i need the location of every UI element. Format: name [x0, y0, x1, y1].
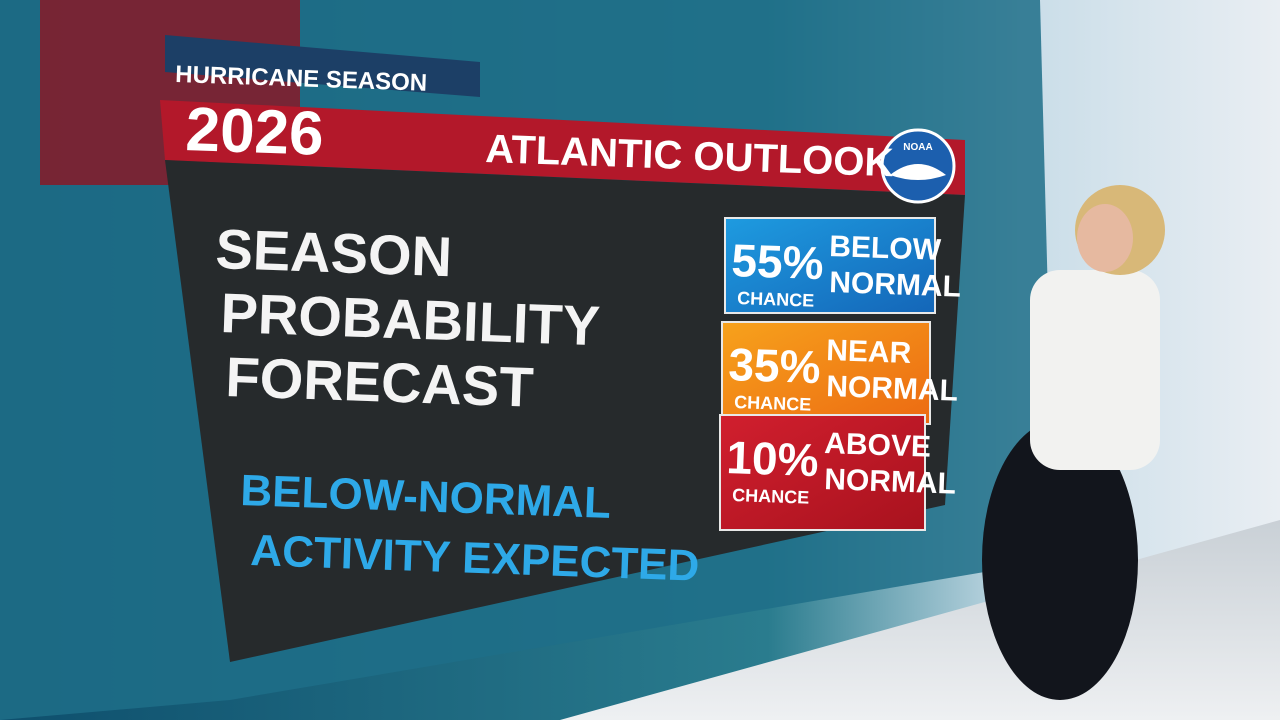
header-band — [160, 100, 965, 195]
noaa-gull — [890, 164, 946, 180]
chance: CHANCE — [734, 392, 812, 415]
percent: 35% — [728, 338, 822, 393]
probability-box — [721, 321, 931, 425]
probability-box — [724, 217, 936, 314]
probability-label: NORMAL — [829, 266, 962, 304]
probability-label: NEAR — [826, 334, 912, 370]
headline-line: FORECAST — [225, 345, 535, 419]
headline-line: SEASON — [215, 217, 454, 288]
chance: CHANCE — [732, 485, 810, 508]
presenter — [982, 185, 1165, 700]
probability-label: BELOW — [829, 230, 942, 267]
dress — [982, 420, 1138, 700]
probability-label: ABOVE — [824, 427, 932, 464]
probability-label: NORMAL — [824, 463, 957, 501]
face — [1077, 204, 1133, 272]
blazer — [1030, 270, 1160, 470]
chance: CHANCE — [737, 288, 815, 311]
percent: 10% — [726, 431, 820, 486]
kicker-box — [165, 35, 480, 97]
headline-line: PROBABILITY — [220, 281, 602, 357]
probability-box — [719, 414, 926, 531]
probability-label: NORMAL — [826, 370, 959, 408]
logo-text: NOAA — [903, 142, 932, 153]
year: 2026 — [185, 95, 325, 169]
percent: 55% — [731, 234, 825, 289]
